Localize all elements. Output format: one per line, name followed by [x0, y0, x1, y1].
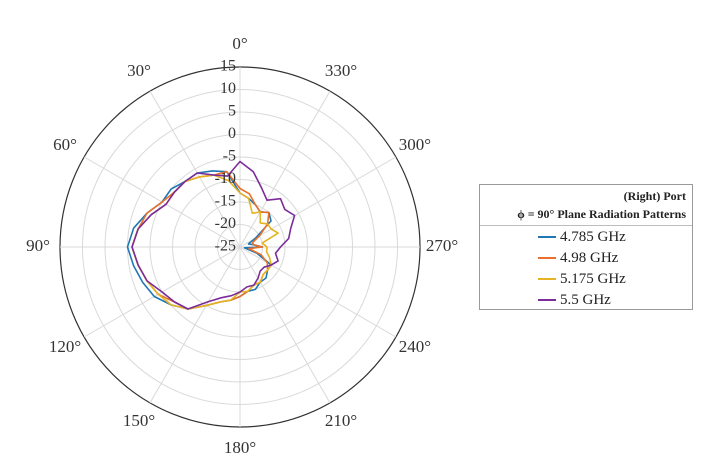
- radial-tick-label: -5: [223, 148, 236, 165]
- grid-spoke: [149, 90, 241, 248]
- legend-swatch-498: [538, 257, 556, 259]
- radial-tick-label: -20: [215, 215, 236, 232]
- series-line-55: [131, 160, 296, 310]
- angle-tick-label: 150°: [123, 411, 155, 430]
- grid-spoke: [239, 246, 331, 404]
- radial-tick-label: -10: [215, 170, 236, 187]
- legend-label-498: 4.98 GHz: [560, 249, 619, 266]
- angle-tick-label: 90°: [26, 236, 50, 255]
- angle-tick-label: 240°: [399, 337, 431, 356]
- grid-spoke: [239, 156, 397, 248]
- legend-label-55: 5.5 GHz: [560, 291, 611, 308]
- radial-tick-label: -25: [215, 238, 236, 255]
- radial-tick-label: 0: [228, 125, 236, 142]
- legend-entry-55: 5.5 GHz: [538, 290, 611, 310]
- radial-tick-label: -15: [215, 193, 236, 210]
- legend-entry-498: 4.98 GHz: [538, 248, 618, 268]
- radial-tick-label: 5: [228, 103, 236, 120]
- angle-tick-label: 120°: [49, 337, 81, 356]
- angle-tick-label: 210°: [325, 411, 357, 430]
- grid-spoke: [239, 246, 397, 338]
- legend-divider: [480, 225, 692, 226]
- angle-tick-label: 330°: [325, 61, 357, 80]
- angle-tick-label: 30°: [127, 61, 151, 80]
- angle-tick-label: 180°: [224, 438, 256, 457]
- legend-label-4785: 4.785 GHz: [560, 228, 626, 245]
- angle-tick-label: 300°: [399, 135, 431, 154]
- series-line-498: [131, 170, 270, 310]
- legend-entry-5175: 5.175 GHz: [538, 269, 626, 289]
- legend-label-5175: 5.175 GHz: [560, 270, 626, 287]
- legend-swatch-55: [538, 299, 556, 301]
- angle-tick-label: 60°: [53, 135, 77, 154]
- angle-tick-label: 270°: [426, 236, 458, 255]
- legend-title-plane: ϕ = 90° Plane Radiation Patterns: [517, 207, 686, 221]
- legend-swatch-5175: [538, 278, 556, 280]
- radial-tick-label: 10: [220, 80, 236, 97]
- radial-tick-label: 15: [220, 58, 236, 75]
- legend-title-port: (Right) Port: [623, 189, 686, 203]
- tick-labels: 0° 30° 60° 90° 120° 150° 180° 210° 240° 270° 300° 3…: [26, 34, 458, 457]
- grid-spoke: [149, 246, 241, 404]
- legend-entry-4785: 4.785 GHz: [538, 227, 626, 247]
- angle-tick-label: 0°: [232, 34, 247, 53]
- polar-grid: [59, 66, 421, 428]
- series-group: [126, 160, 296, 310]
- legend-swatch-4785: [538, 236, 556, 238]
- grid-spoke: [239, 90, 331, 248]
- legend: (Right) Port ϕ = 90° Plane Radiation Pat…: [479, 184, 693, 310]
